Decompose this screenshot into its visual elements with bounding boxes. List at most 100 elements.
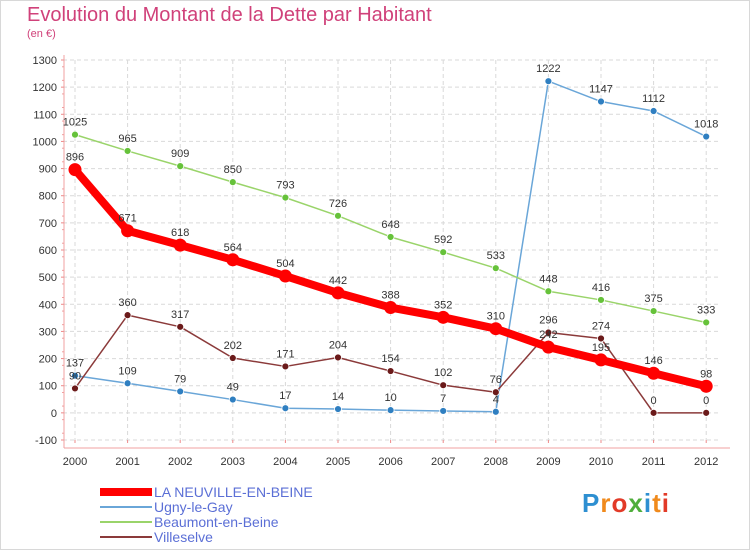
axes: -100010020030040050060070080090010001100… [33,55,730,468]
data-label: 793 [276,180,294,192]
data-point [228,178,237,187]
data-label: 388 [381,290,399,302]
data-label: 274 [592,320,610,332]
y-tick-label: 100 [39,381,57,393]
data-label: 726 [329,198,347,210]
data-point [649,107,658,115]
legend-label: Beaumont-en-Beine [154,514,279,530]
series-la-neuville-en-beine [68,163,713,393]
x-tick-label: 2010 [589,456,613,468]
data-point [649,408,658,417]
data-point [702,132,711,141]
data-point [386,367,395,375]
y-tick-label: 1000 [33,136,57,148]
legend-label: LA NEUVILLE-EN-BEINE [154,484,313,500]
data-label: 333 [697,304,715,316]
data-label: 14 [332,391,344,403]
x-tick-label: 2004 [273,456,297,468]
data-point [176,387,185,396]
data-label: 98 [700,368,712,380]
legend-swatch [100,521,152,523]
data-label: 564 [224,242,242,254]
data-label: 102 [434,367,452,379]
data-label: 1222 [536,63,560,75]
data-label: 317 [171,309,189,321]
data-point [436,310,450,324]
data-label: 146 [644,355,662,367]
data-point [71,384,79,393]
data-point [121,224,135,238]
y-tick-label: 900 [39,164,57,176]
x-tick-label: 2003 [221,456,245,468]
y-tick-label: 300 [39,326,57,338]
y-tick-label: 700 [39,218,57,230]
logo-letter: i [643,488,653,518]
data-point [491,407,500,416]
data-point [439,381,448,390]
legend-swatch [100,536,152,538]
data-point [173,238,187,252]
data-point [699,379,713,393]
data-point [334,211,342,220]
y-tick-label: 200 [39,354,57,366]
data-label: 17 [279,390,291,402]
data-point [386,406,395,415]
data-label: 79 [174,373,186,385]
data-label: 416 [592,282,610,294]
data-point [176,162,185,171]
data-point [228,354,237,362]
x-tick-label: 2012 [694,456,718,468]
data-point [491,264,500,273]
data-label: 76 [490,374,502,386]
y-tick-label: 500 [39,272,57,284]
data-label: 592 [434,234,452,246]
y-tick-label: 1300 [33,55,57,67]
data-label: 896 [66,152,84,164]
legend-swatch [100,506,152,508]
data-label: 90 [69,370,81,382]
data-label: 618 [171,227,189,239]
data-point [439,248,448,257]
data-point [702,318,711,327]
data-label: 671 [118,213,136,225]
data-point [594,353,608,367]
data-point [649,307,658,315]
data-point [334,405,342,413]
data-point [544,77,553,86]
data-labels: 137 109 79 49 17 14 10 7 4 1222 1147 1112 1018 1025 96… [63,63,719,407]
data-label: 448 [539,273,557,285]
y-tick-label: 400 [39,299,57,311]
logo-letter: i [661,488,670,518]
data-point [123,147,132,155]
data-point [71,371,79,380]
y-tick-label: 1200 [33,82,57,94]
series-ugny-le-gay [71,77,711,416]
data-label: 137 [66,358,84,370]
data-point [176,322,185,331]
logo-letter: P [582,488,601,518]
data-point [702,408,711,417]
data-point [439,407,448,415]
data-point [71,130,79,139]
data-point [386,233,395,241]
data-label: 375 [644,293,662,305]
data-point [228,395,237,404]
data-point [597,97,605,106]
data-label: 1112 [642,93,665,105]
data-point [123,311,132,320]
data-label: 296 [539,315,557,327]
data-label: 10 [384,392,396,404]
x-tick-label: 2006 [378,456,402,468]
data-point [597,296,605,304]
data-label: 648 [381,219,399,231]
data-point [541,340,555,354]
data-point [331,286,345,300]
data-label: 0 [703,395,709,407]
data-point [647,366,661,380]
data-label: 504 [276,258,294,270]
x-tick-label: 2002 [168,456,192,468]
data-point [68,163,82,177]
data-label: 442 [329,275,347,287]
x-tick-label: 2005 [326,456,350,468]
